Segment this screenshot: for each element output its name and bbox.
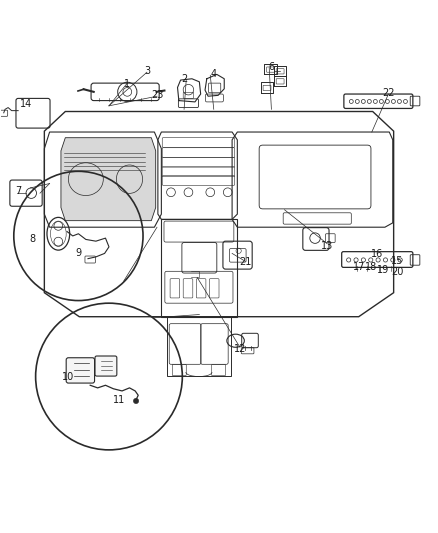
Text: 11: 11 [113,394,125,405]
Polygon shape [61,138,155,221]
Text: 4: 4 [211,69,217,79]
Text: 12: 12 [234,344,246,354]
Text: 6: 6 [268,61,275,71]
Text: 10: 10 [62,372,74,382]
Text: 21: 21 [239,257,251,267]
Text: 13: 13 [321,240,333,251]
Text: 23: 23 [151,91,163,100]
FancyBboxPatch shape [66,358,95,383]
Text: 9: 9 [75,248,81,259]
Text: 22: 22 [382,88,395,98]
Circle shape [134,398,139,403]
FancyBboxPatch shape [95,356,117,376]
Text: 7: 7 [15,187,21,196]
Text: 20: 20 [391,266,403,277]
Text: 1: 1 [124,79,131,89]
Text: 2: 2 [181,74,187,84]
Text: 14: 14 [20,99,32,109]
Text: 18: 18 [365,262,377,272]
Text: 17: 17 [353,262,365,272]
Text: 8: 8 [29,235,35,245]
Text: 19: 19 [377,265,389,275]
Text: 3: 3 [144,66,150,76]
Text: 16: 16 [371,249,383,259]
Text: 15: 15 [391,256,403,266]
